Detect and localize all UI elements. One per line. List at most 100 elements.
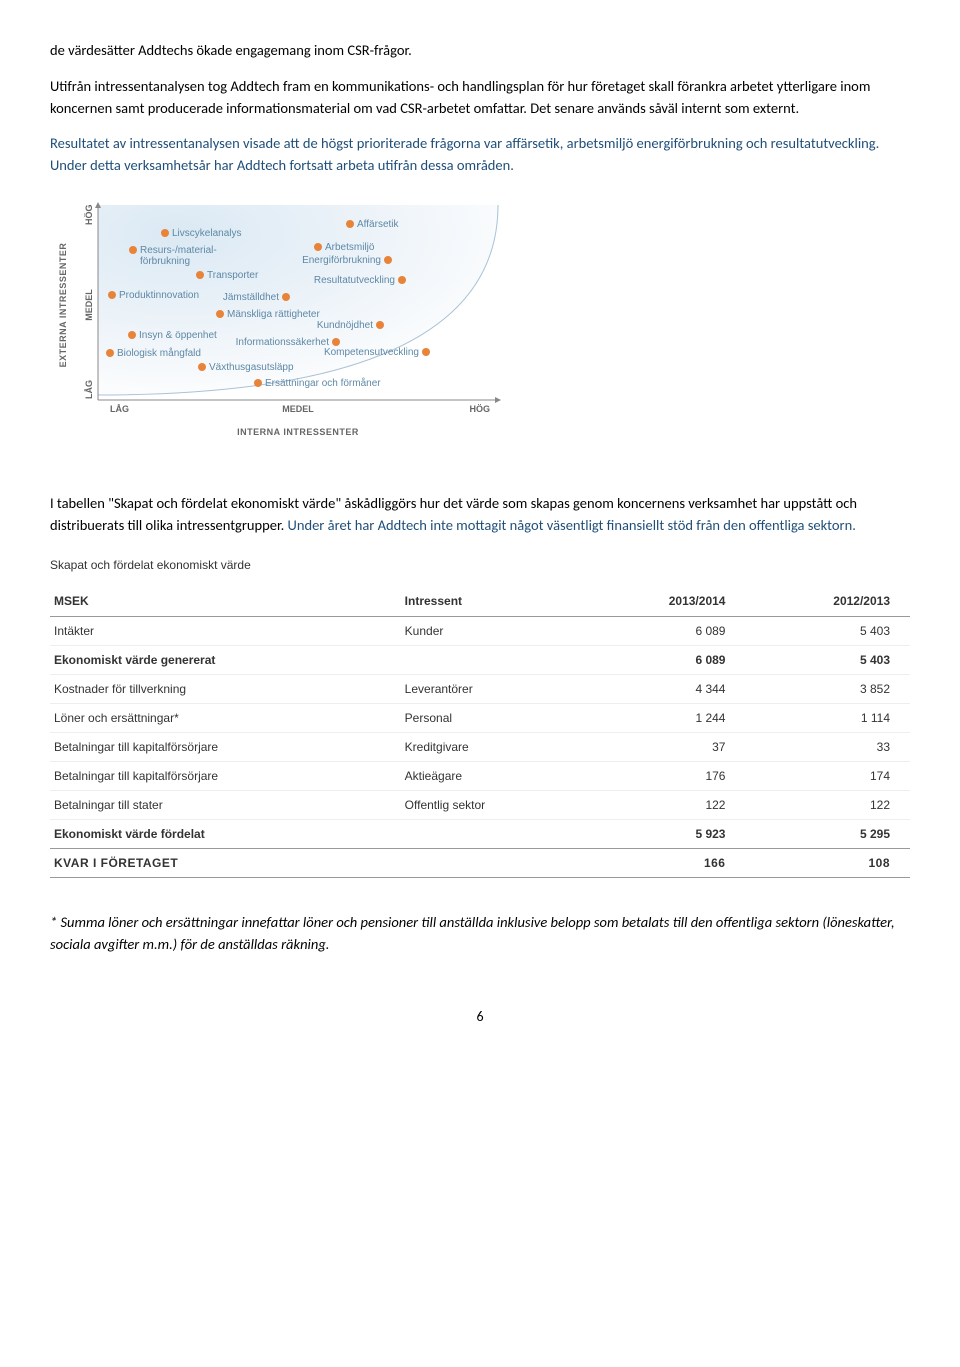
x-tick-low: LÅG [110,404,129,414]
x-tick-high: HÖG [469,404,490,414]
chart-svg: LÅG MEDEL HÖG LÅG MEDEL HÖG EXTERNA INTR… [50,195,530,465]
table-cell: 37 [581,733,746,762]
table-cell: 6 089 [581,617,746,646]
table-cell: 176 [581,762,746,791]
economic-value-table: MSEK Intressent 2013/2014 2012/2013 Intä… [50,586,910,878]
chart-point-label: Mänskliga rättigheter [227,309,320,320]
paragraph-4b-highlight: Under året har Addtech inte mottagit någ… [288,516,856,534]
x-tick-mid: MEDEL [282,404,314,414]
table-cell [401,849,581,878]
chart-point [332,338,340,346]
chart-point-label: Kundnöjdhet [317,320,373,331]
chart-point-label: Livscykelanalys [172,228,241,239]
table-cell: Kostnader för tillverkning [50,675,401,704]
table-cell: Personal [401,704,581,733]
table-cell [401,646,581,675]
x-axis-title: INTERNA INTRESSENTER [237,427,359,437]
table-cell: Kreditgivare [401,733,581,762]
chart-point [384,256,392,264]
y-axis-title: EXTERNA INTRESSENTER [58,242,68,367]
footnote: * Summa löner och ersättningar innefatta… [50,912,910,956]
col-year-prev: 2012/2013 [745,586,910,617]
col-msek: MSEK [50,586,401,617]
paragraph-4: I tabellen "Skapat och fördelat ekonomis… [50,493,910,537]
chart-point-label: Produktinnovation [119,290,199,301]
table-cell: 5 923 [581,820,746,849]
paragraph-3-highlight: Resultatet av intressentanalysen visade … [50,133,910,177]
y-tick-mid: MEDEL [84,288,94,320]
table-row: Betalningar till staterOffentlig sektor1… [50,791,910,820]
chart-point-label: Energiförbrukning [302,255,381,266]
col-year-current: 2013/2014 [581,586,746,617]
chart-point [376,321,384,329]
chart-point-label: Arbetsmiljö [325,242,375,253]
table-row: Betalningar till kapitalförsörjareKredit… [50,733,910,762]
chart-point [161,229,169,237]
table-cell: 166 [581,849,746,878]
chart-point [108,291,116,299]
table-body: IntäkterKunder6 0895 403Ekonomiskt värde… [50,617,910,878]
chart-point-label: Affärsetik [357,219,399,230]
table-cell: Offentlig sektor [401,791,581,820]
table-row: Löner och ersättningar*Personal1 2441 11… [50,704,910,733]
table-cell: Betalningar till stater [50,791,401,820]
chart-point-label: Resultatutveckling [314,275,395,286]
table-cell: Kunder [401,617,581,646]
page-number: 6 [50,1006,910,1027]
table-cell: KVAR I FÖRETAGET [50,849,401,878]
y-tick-low: LÅG [84,380,94,399]
chart-point [314,243,322,251]
table-cell: 3 852 [745,675,910,704]
table-cell: 4 344 [581,675,746,704]
table-cell: Intäkter [50,617,401,646]
table-row: KVAR I FÖRETAGET 166108 [50,849,910,878]
table-row: Ekonomiskt värde fördelat 5 9235 295 [50,820,910,849]
chart-point [282,293,290,301]
table-cell: 108 [745,849,910,878]
chart-point [129,246,137,254]
chart-point [346,220,354,228]
table-cell: Betalningar till kapitalförsörjare [50,733,401,762]
table-cell: Ekonomiskt värde genererat [50,646,401,675]
chart-point [398,276,406,284]
chart-point-label: Jämställdhet [223,292,279,303]
paragraph-1: de värdesätter Addtechs ökade engagemang… [50,40,910,62]
table-row: Kostnader för tillverkningLeverantörer4 … [50,675,910,704]
table-cell: 174 [745,762,910,791]
table-row: Ekonomiskt värde genererat 6 0895 403 [50,646,910,675]
table-cell: Betalningar till kapitalförsörjare [50,762,401,791]
table-row: Betalningar till kapitalförsörjareAktieä… [50,762,910,791]
table-row: IntäkterKunder6 0895 403 [50,617,910,646]
table-cell: Leverantörer [401,675,581,704]
table-cell: 5 403 [745,617,910,646]
table-cell: Ekonomiskt värde fördelat [50,820,401,849]
chart-point-label: Biologisk mångfald [117,347,201,359]
chart-point [198,363,206,371]
chart-point-label: Transporter [207,270,259,281]
paragraph-2: Utifrån intressentanalysen tog Addtech f… [50,76,910,120]
table-cell: 1 244 [581,704,746,733]
table-title: Skapat och fördelat ekonomiskt värde [50,556,910,574]
chart-point [216,310,224,318]
chart-point [254,379,262,387]
chart-point [196,271,204,279]
table-cell: 33 [745,733,910,762]
chart-point-label: Insyn & öppenhet [139,330,217,341]
table-cell: Löner och ersättningar* [50,704,401,733]
chart-point-label: Ersättningar och förmåner [265,377,381,389]
chart-point-label: Växthusgasutsläpp [209,362,294,373]
table-cell: 5 403 [745,646,910,675]
chart-point [422,348,430,356]
table-cell: 6 089 [581,646,746,675]
chart-point [128,331,136,339]
table-cell: 122 [745,791,910,820]
table-header-row: MSEK Intressent 2013/2014 2012/2013 [50,586,910,617]
y-tick-high: HÖG [84,204,94,225]
table-cell: 5 295 [745,820,910,849]
table-cell: 122 [581,791,746,820]
chart-point-label: Informationssäkerhet [236,337,330,348]
chart-point [106,349,114,357]
table-cell: Aktieägare [401,762,581,791]
chart-point-label: Kompetensutveckling [324,347,419,358]
materiality-chart: LÅG MEDEL HÖG LÅG MEDEL HÖG EXTERNA INTR… [50,195,530,465]
